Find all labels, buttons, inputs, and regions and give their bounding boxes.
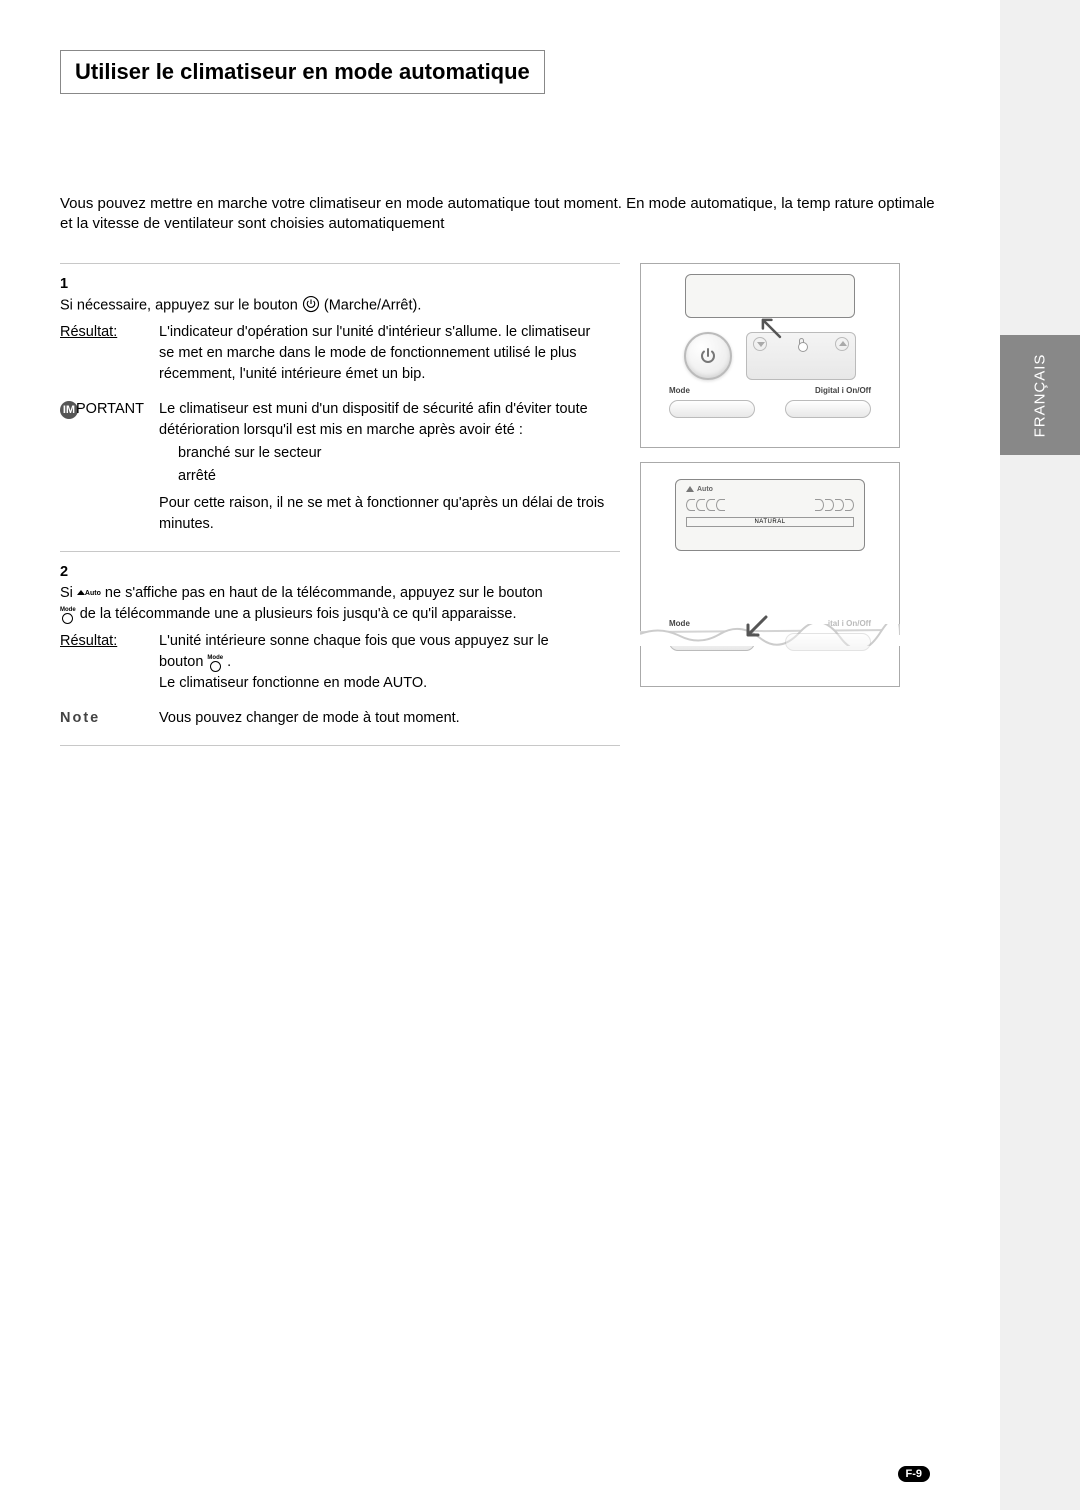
page-title: Utiliser le climatiseur en mode automati…: [75, 59, 530, 85]
important-bullet-2: arrêté: [60, 466, 620, 487]
auto-label: Auto: [697, 486, 713, 493]
natural-label: NATURAL: [686, 517, 854, 527]
step-2-text-b: ne s'affiche pas en haut de la télécomma…: [105, 585, 543, 601]
important-bullet-1: branché sur le secteur: [60, 443, 620, 464]
important-label: IMPORTANT: [60, 399, 155, 420]
step-1-number: 1: [60, 274, 82, 295]
step-2-number: 2: [60, 562, 82, 583]
fan-waves: [686, 499, 854, 511]
page-number-badge: F-9: [898, 1466, 931, 1482]
onoff-button-1: [785, 400, 871, 418]
step-1-text-a: Si nécessaire, appuyez sur le bouton: [60, 297, 302, 313]
important-tail: Pour cette raison, il ne se met à foncti…: [159, 493, 619, 535]
illustration-column: Mode Digital i On/Off Auto: [640, 263, 900, 747]
page-title-box: Utiliser le climatiseur en mode automati…: [60, 50, 545, 94]
text-column: 1 Si nécessaire, appuyez sur le bouton (…: [60, 263, 620, 747]
step-2-body: Si Auto ne s'affiche pas en haut de la t…: [60, 583, 594, 729]
important-text: Le climatiseur est muni d'un dispositif …: [159, 399, 619, 441]
step-1: 1 Si nécessaire, appuyez sur le bouton (…: [60, 263, 620, 553]
remote-illustration-1: Mode Digital i On/Off: [640, 263, 900, 448]
auto-icon: Auto: [77, 590, 101, 597]
content-row: 1 Si nécessaire, appuyez sur le bouton (…: [60, 263, 940, 747]
thermometer-icon: [799, 338, 804, 350]
step-2: 2 Si Auto ne s'affiche pas en haut de la…: [60, 552, 620, 746]
intro-paragraph: Vous pouvez mettre en marche votre clima…: [60, 194, 940, 235]
important-suffix: PORTANT: [76, 401, 144, 417]
step-1-body: Si nécessaire, appuyez sur le bouton (Ma…: [60, 295, 594, 385]
digital-label-1: Digital i On/Off: [815, 386, 871, 395]
resultat-text-1: L'indicateur d'opération sur l'unité d'i…: [159, 322, 593, 385]
power-button: [684, 332, 732, 380]
page-number: F-9: [906, 1468, 923, 1480]
manual-page: Utiliser le climatiseur en mode automati…: [0, 0, 1000, 1510]
temp-up-icon: [835, 337, 849, 351]
note-text: Vous pouvez changer de mode à tout momen…: [159, 708, 593, 729]
onoff-button-2: [785, 633, 871, 651]
mode-icon: Mode: [60, 604, 76, 624]
remote-2-lcd: Auto NATURAL: [675, 479, 865, 551]
resultat-2c: Le climatiseur fonctionne en mode AUTO.: [159, 675, 427, 691]
resultat-text-2: L'unité intérieure sonne chaque fois que…: [159, 631, 593, 694]
language-side-tab: FRANÇAIS: [1000, 335, 1080, 455]
power-icon: [302, 295, 320, 316]
pointer-arrow-2: [736, 611, 776, 656]
mode-icon-2: Mode: [207, 652, 223, 672]
resultat-label-2: Résultat:: [60, 631, 155, 652]
step-2-text-c: de la télécommande une a plusieurs fois …: [80, 606, 517, 622]
resultat-label-1: Résultat:: [60, 322, 155, 343]
mode-label-1: Mode: [669, 386, 690, 395]
resultat-2b: .: [227, 654, 231, 670]
remote-illustration-2: Auto NATURAL Mode ital i On/Off: [640, 462, 900, 687]
note-label: Note: [60, 708, 155, 729]
step-1-text-b: (Marche/Arrêt).: [324, 297, 422, 313]
pointer-arrow-1: [751, 308, 785, 347]
auto-triangle-icon: [686, 486, 694, 492]
mode-button-1: [669, 400, 755, 418]
step-2-text-a: Si: [60, 585, 77, 601]
language-label: FRANÇAIS: [1032, 353, 1049, 437]
